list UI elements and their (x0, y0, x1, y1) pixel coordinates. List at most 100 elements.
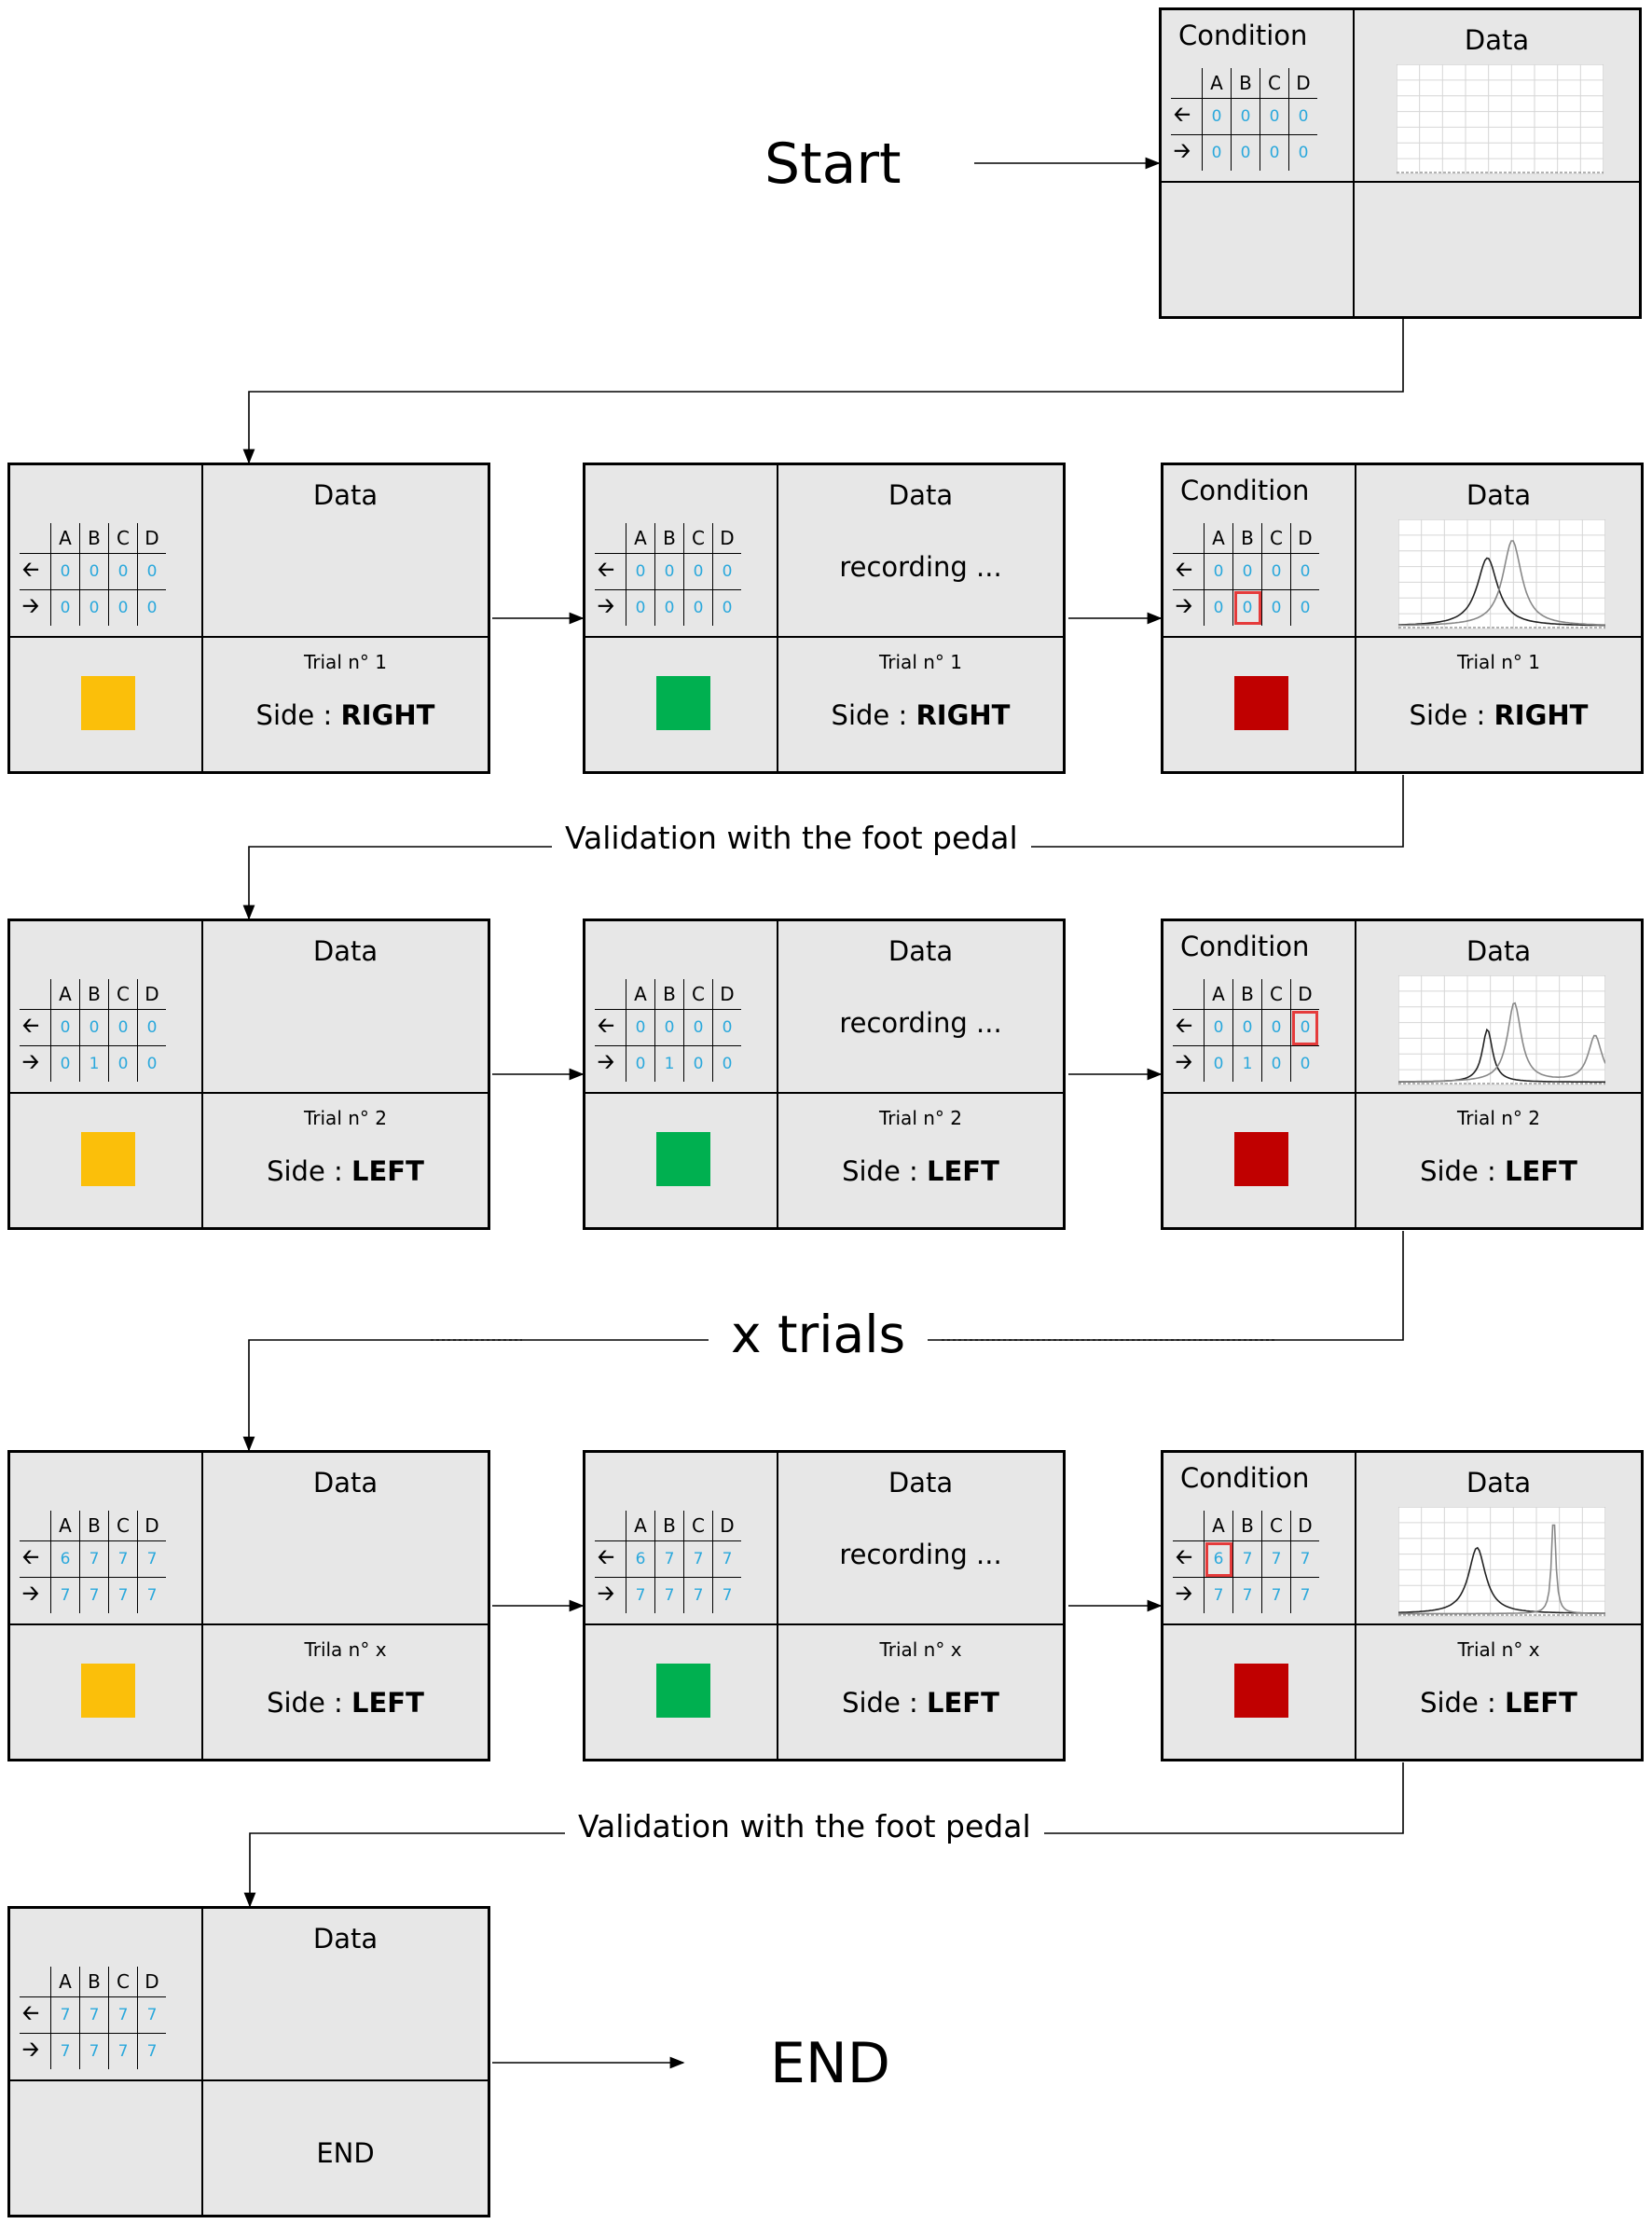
force-curve (1398, 557, 1605, 627)
column-label: D (145, 1514, 159, 1537)
trial-panel: Trial n° x Side : LEFT (1356, 1625, 1641, 1759)
status-light (1234, 1664, 1288, 1718)
side-indicator: Side : LEFT (778, 1155, 1063, 1187)
condition-grid: A B C D 🡠 0 0 0 0 🡢 0 0 0 0 (1173, 523, 1319, 626)
trial-count-cell: 7 (1290, 1540, 1319, 1578)
column-label: A (626, 523, 655, 554)
column-label: A (1204, 979, 1233, 1010)
trial-count-cell: 7 (50, 2033, 80, 2069)
app-screen-tx-wait: A B C D 🡠 6 7 7 7 🡢 7 7 7 7 (7, 1450, 490, 1761)
trial-number: Trial n° 2 (879, 1107, 962, 1129)
light-panel (1163, 1094, 1356, 1227)
column-label: B (79, 1967, 109, 1997)
plot-area (1398, 519, 1605, 629)
trial-count-cell: 0 (1231, 134, 1260, 171)
data-title: Data (1466, 935, 1532, 967)
data-title: Data (312, 479, 379, 511)
column-label: A (1204, 1511, 1233, 1541)
validation-label: Validation with the foot pedal (552, 822, 1031, 853)
condition-panel: Condition A B C D 🡠 6 7 7 7 🡢 (1163, 1453, 1356, 1625)
trial-panel: Trila n° x Side : LEFT (203, 1625, 488, 1759)
trial-count-cell: 0 (626, 1009, 655, 1046)
condition-grid: A B C D 🡠 0 0 0 0 🡢 0 0 0 0 (595, 523, 741, 626)
trial-count-cell: 0 (712, 589, 741, 626)
side-value: LEFT (1505, 1155, 1577, 1187)
trial-count-cell: 7 (137, 1996, 166, 2034)
side-label: Side : (1420, 1155, 1506, 1187)
condition-panel: A B C D 🡠 0 0 0 0 🡢 0 1 0 0 (585, 921, 778, 1094)
data-title: Data (888, 935, 954, 967)
column-label: D (720, 527, 735, 549)
trial-count-cell: 7 (50, 1996, 80, 2034)
left-arrow-icon: 🡠 (1173, 1540, 1205, 1578)
side-indicator: Side : RIGHT (1356, 699, 1641, 731)
condition-panel: A B C D 🡠 6 7 7 7 🡢 7 7 7 7 (10, 1453, 203, 1625)
trial-count-cell: 0 (1288, 134, 1317, 171)
left-arrow-icon: 🡠 (595, 1009, 626, 1046)
trial-count-cell: 0 (50, 1045, 80, 1082)
side-indicator: Side : LEFT (203, 1155, 488, 1187)
trial-count-cell: 7 (1261, 1577, 1291, 1613)
force-plot (1397, 64, 1604, 174)
right-arrow-icon: 🡢 (1173, 1577, 1205, 1613)
grid-corner (20, 523, 51, 554)
trial-count-cell: 7 (683, 1540, 713, 1578)
trial-count-cell: 7 (137, 1577, 166, 1613)
grid-corner (20, 979, 51, 1010)
right-arrow-icon: 🡢 (20, 2033, 51, 2069)
trial-count-cell: 1 (654, 1045, 684, 1082)
app-screen-t2-done: Condition A B C D 🡠 0 0 0 0 🡢 (1161, 919, 1644, 1230)
right-arrow-icon: 🡢 (595, 1045, 626, 1082)
status-light (656, 1132, 710, 1186)
condition-panel: A B C D 🡠 6 7 7 7 🡢 7 7 7 7 (585, 1453, 778, 1625)
data-title: Data (1464, 24, 1530, 56)
app-screen-tx-rec: A B C D 🡠 6 7 7 7 🡢 7 7 7 7 (583, 1450, 1066, 1761)
right-arrow-icon: 🡢 (20, 589, 51, 626)
force-curve (1398, 1001, 1605, 1083)
left-arrow-icon: 🡠 (20, 1009, 51, 1046)
trial-panel: Trial n° 1 Side : RIGHT (778, 638, 1063, 771)
condition-panel: A B C D 🡠 0 0 0 0 🡢 0 0 0 0 (10, 465, 203, 638)
app-screen-end: A B C D 🡠 7 7 7 7 🡢 7 7 7 7 (7, 1906, 490, 2217)
trial-count-cell: 0 (654, 1009, 684, 1046)
status-light (656, 1664, 710, 1718)
trial-panel: Trial n° x Side : LEFT (778, 1625, 1063, 1759)
trial-panel: END (203, 2081, 488, 2215)
column-label: A (50, 523, 80, 554)
trial-count-cell: 0 (1290, 589, 1319, 626)
trial-count-cell: 0 (1261, 1009, 1291, 1046)
column-label: A (50, 979, 80, 1010)
trial-count-cell: 7 (1204, 1577, 1233, 1613)
column-label: B (654, 1511, 684, 1541)
force-plot (1398, 519, 1605, 629)
grid-corner (20, 1511, 51, 1541)
trial-count-cell: 0 (137, 589, 166, 626)
data-title: Data (1466, 479, 1532, 511)
column-label: B (654, 523, 684, 554)
column-label: D (720, 1514, 735, 1537)
trial-count-cell: 7 (1290, 1577, 1319, 1613)
trial-number: Trial n° 1 (1457, 651, 1540, 673)
status-light (1234, 1132, 1288, 1186)
left-arrow-icon: 🡠 (20, 553, 51, 590)
trial-count-cell: 0 (79, 1009, 109, 1046)
trial-number: Trial n° 1 (304, 651, 387, 673)
trial-number: Trial n° 2 (304, 1107, 387, 1129)
trial-count-cell: 7 (79, 1540, 109, 1578)
trial-count-cell: 0 (683, 1009, 713, 1046)
trial-count-cell: 7 (1261, 1540, 1291, 1578)
force-plot (1398, 975, 1605, 1085)
column-label: C (1261, 1511, 1291, 1541)
side-value: RIGHT (340, 699, 435, 731)
trial-count-cell: 0 (712, 1009, 741, 1046)
condition-title: Condition (1180, 931, 1310, 962)
condition-panel: A B C D 🡠 0 0 0 0 🡢 0 1 0 0 (10, 921, 203, 1094)
trial-count-cell: 0 (626, 589, 655, 626)
trial-count-cell: 0 (1261, 589, 1291, 626)
end-text: END (316, 2137, 375, 2169)
trial-count-cell: 0 (626, 1045, 655, 1082)
trial-count-cell: 0 (1232, 1009, 1262, 1046)
right-arrow-icon: 🡢 (1173, 1045, 1205, 1082)
side-value: LEFT (927, 1155, 999, 1187)
trial-count-cell: 0 (683, 1045, 713, 1082)
